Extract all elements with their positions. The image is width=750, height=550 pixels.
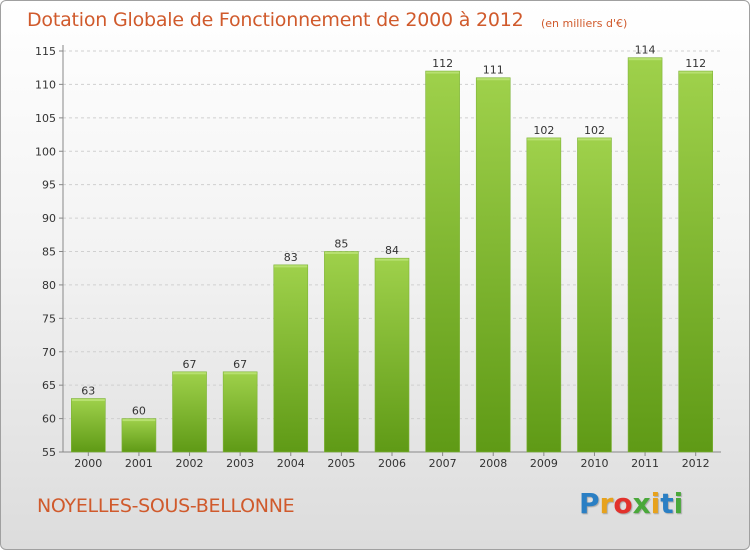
y-tick-label: 110 — [35, 78, 56, 91]
logo-letter: P — [579, 487, 600, 520]
bar-highlight — [223, 372, 257, 375]
logo-letter: r — [599, 487, 614, 520]
x-tick-label: 2009 — [530, 457, 558, 470]
bar-2011 — [627, 57, 663, 453]
bar-highlight — [476, 78, 510, 81]
x-tick-label: 2007 — [429, 457, 457, 470]
y-tick-label: 75 — [42, 312, 56, 325]
bar-value-label: 67 — [183, 358, 197, 371]
bar-highlight — [577, 138, 611, 141]
logo-letter: t — [660, 487, 674, 520]
x-tick-label: 2002 — [176, 457, 204, 470]
bar-2006 — [374, 257, 410, 453]
y-tick-label: 55 — [42, 446, 56, 459]
bar-highlight — [324, 252, 358, 254]
x-tick-label: 2001 — [125, 457, 153, 470]
bar-2004 — [273, 264, 309, 453]
x-tick-label: 2004 — [277, 457, 305, 470]
x-tick-label: 2011 — [631, 457, 659, 470]
bar-highlight — [679, 71, 713, 74]
bar-highlight — [628, 58, 662, 61]
x-tick-label: 2012 — [682, 457, 710, 470]
x-tick-label: 2010 — [580, 457, 608, 470]
logo-letter: i — [673, 487, 684, 520]
bar-2005 — [324, 251, 359, 453]
bar-value-label: 67 — [233, 358, 247, 371]
y-tick-label: 95 — [42, 179, 56, 192]
bar-highlight — [527, 138, 561, 141]
bar-2010 — [577, 137, 612, 453]
commune-name: NOYELLES-SOUS-BELLONNE — [37, 495, 295, 517]
bar-value-label: 112 — [685, 57, 706, 70]
chart-title: Dotation Globale de Fonctionnement de 20… — [27, 9, 524, 31]
x-tick-label: 2003 — [226, 457, 254, 470]
x-tick-label: 2005 — [327, 457, 355, 470]
logo-letter: o — [613, 487, 633, 520]
bar-highlight — [375, 258, 409, 261]
y-tick-label: 100 — [35, 145, 56, 158]
bar-2000 — [71, 398, 106, 453]
bar-2007 — [425, 70, 460, 453]
x-tick-label: 2006 — [378, 457, 406, 470]
bar-value-label: 85 — [334, 238, 348, 251]
bar-2012 — [678, 70, 713, 453]
bar-value-label: 83 — [284, 251, 298, 264]
y-tick-label: 85 — [42, 246, 56, 259]
bar-value-label: 114 — [635, 44, 656, 57]
bar-value-label: 111 — [483, 64, 504, 77]
bar-2002 — [172, 371, 207, 453]
bar-highlight — [173, 372, 207, 375]
y-tick-label: 90 — [42, 212, 56, 225]
bar-2001 — [121, 418, 157, 453]
logo-letter: i — [650, 487, 661, 520]
bar-value-label: 63 — [81, 385, 95, 398]
bar-2003 — [222, 371, 258, 453]
bar-value-label: 84 — [385, 244, 399, 257]
bar-highlight — [274, 265, 308, 268]
bar-2008 — [475, 77, 511, 453]
y-tick-label: 115 — [35, 45, 56, 58]
chart-subtitle: (en milliers d'€) — [541, 17, 628, 30]
y-tick-label: 105 — [35, 112, 56, 125]
bar-highlight — [426, 71, 460, 74]
bar-value-label: 112 — [432, 57, 453, 70]
x-tick-label: 2008 — [479, 457, 507, 470]
bar-2009 — [526, 137, 562, 453]
logo-letter: x — [632, 487, 651, 520]
bar-value-label: 102 — [584, 124, 605, 137]
y-tick-label: 70 — [42, 346, 56, 359]
bar-value-label: 60 — [132, 405, 146, 418]
bar-highlight — [122, 419, 156, 422]
x-tick-label: 2000 — [74, 457, 102, 470]
bar-highlight — [71, 399, 105, 402]
y-tick-label: 60 — [42, 413, 56, 426]
bar-value-label: 102 — [533, 124, 554, 137]
proxiti-logo[interactable]: Proxiti — [579, 487, 683, 520]
y-tick-label: 80 — [42, 279, 56, 292]
y-tick-label: 65 — [42, 379, 56, 392]
